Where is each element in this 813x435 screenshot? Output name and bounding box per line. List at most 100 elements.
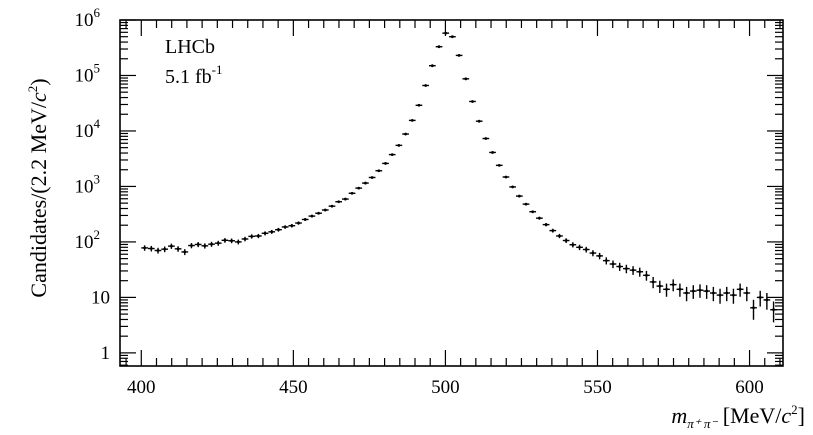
data-point (636, 267, 644, 277)
data-point (335, 200, 343, 204)
data-point (281, 225, 289, 229)
data-point (449, 35, 456, 39)
data-point (549, 228, 557, 233)
x-tick-label: 400 (127, 377, 156, 398)
data-point (161, 246, 169, 253)
data-point (756, 290, 764, 307)
data-point (522, 202, 530, 206)
data-point (395, 143, 403, 147)
y-axis-title: Candidates/(2.2 MeV/c2) (25, 78, 51, 297)
data-point (348, 191, 356, 195)
data-point (268, 229, 276, 234)
y-axis-title-suffix: ) (26, 78, 51, 85)
data-point (214, 240, 222, 246)
x-axis-title-unit-power: 2 (791, 402, 798, 417)
data-point (489, 151, 496, 154)
y-tick-label: 10 (91, 287, 110, 308)
data-point (141, 245, 148, 251)
data-point (308, 214, 316, 218)
x-tick-label: 600 (735, 377, 764, 398)
x-tick-label: 450 (279, 377, 308, 398)
data-point (542, 222, 550, 227)
data-point (321, 208, 329, 212)
data-point (469, 100, 476, 103)
data-point (234, 239, 242, 245)
data-point (408, 118, 416, 122)
data-point (529, 210, 537, 214)
data-point (609, 260, 617, 269)
data-point (643, 270, 650, 281)
data-point (201, 243, 209, 249)
data-point (596, 252, 603, 260)
data-point (181, 249, 189, 256)
data-point (475, 119, 483, 123)
data-point (689, 285, 697, 299)
experiment-label: LHCb (165, 36, 215, 58)
y-tick-label: 102 (75, 227, 101, 253)
data-point (188, 243, 195, 249)
data-point (589, 250, 597, 257)
data-point (462, 77, 470, 81)
data-point (415, 103, 423, 107)
y-axis-title-power: 2 (25, 86, 40, 93)
data-point (261, 231, 269, 236)
y-axis-title-c: c (26, 92, 51, 102)
data-point (770, 301, 777, 323)
x-axis-title-subscript: π⁺ π⁻ (687, 416, 718, 431)
x-axis-title-unit-suffix: ] (798, 403, 805, 428)
data-point (208, 241, 215, 247)
data-point (763, 293, 771, 310)
data-point (629, 266, 637, 275)
data-point (388, 153, 396, 156)
data-point (602, 257, 610, 265)
data-point (315, 211, 322, 215)
data-point (623, 264, 630, 274)
data-point (194, 242, 202, 248)
data-point (455, 54, 463, 57)
y-tick-label: 104 (75, 116, 101, 142)
plot-frame (119, 19, 784, 367)
data-point (556, 233, 563, 239)
data-point (221, 238, 229, 243)
x-tick-label: 550 (583, 377, 612, 398)
data-point (248, 234, 256, 239)
data-point (442, 31, 450, 35)
data-point (616, 262, 624, 271)
data-point (255, 233, 262, 239)
data-point (663, 283, 670, 297)
data-point (482, 137, 490, 140)
data-point (562, 238, 570, 243)
data-point (295, 221, 302, 225)
data-point (342, 197, 349, 201)
data-point (362, 181, 369, 185)
data-point (288, 224, 296, 228)
data-point (154, 247, 162, 254)
data-point (576, 244, 583, 251)
data-point (649, 276, 657, 289)
x-axis-title-unit-prefix: [MeV/ (717, 403, 782, 428)
data-point (368, 176, 376, 179)
y-tick-label: 105 (75, 60, 101, 86)
data-point (355, 186, 363, 190)
x-axis-title: mπ⁺ π⁻ [MeV/c2] (671, 402, 805, 431)
y-tick-label: 103 (75, 171, 101, 197)
data-point (716, 288, 724, 304)
data-point (275, 227, 282, 232)
x-tick-label: 500 (431, 377, 460, 398)
data-point (569, 242, 577, 248)
data-point (676, 283, 684, 297)
data-point (495, 163, 503, 167)
luminosity-label: 5.1 fb-1 (165, 62, 223, 88)
data-point (328, 204, 336, 208)
data-point (228, 238, 235, 244)
y-tick-label: 1 (101, 343, 111, 364)
data-point (536, 216, 543, 220)
x-axis-title-unit-c: c (781, 403, 791, 428)
data-points (141, 31, 777, 323)
x-axis-title-symbol: m (671, 403, 687, 428)
data-point (435, 45, 443, 49)
data-point (703, 285, 711, 299)
luminosity-value: 5.1 fb (165, 66, 212, 88)
data-point (730, 288, 737, 304)
